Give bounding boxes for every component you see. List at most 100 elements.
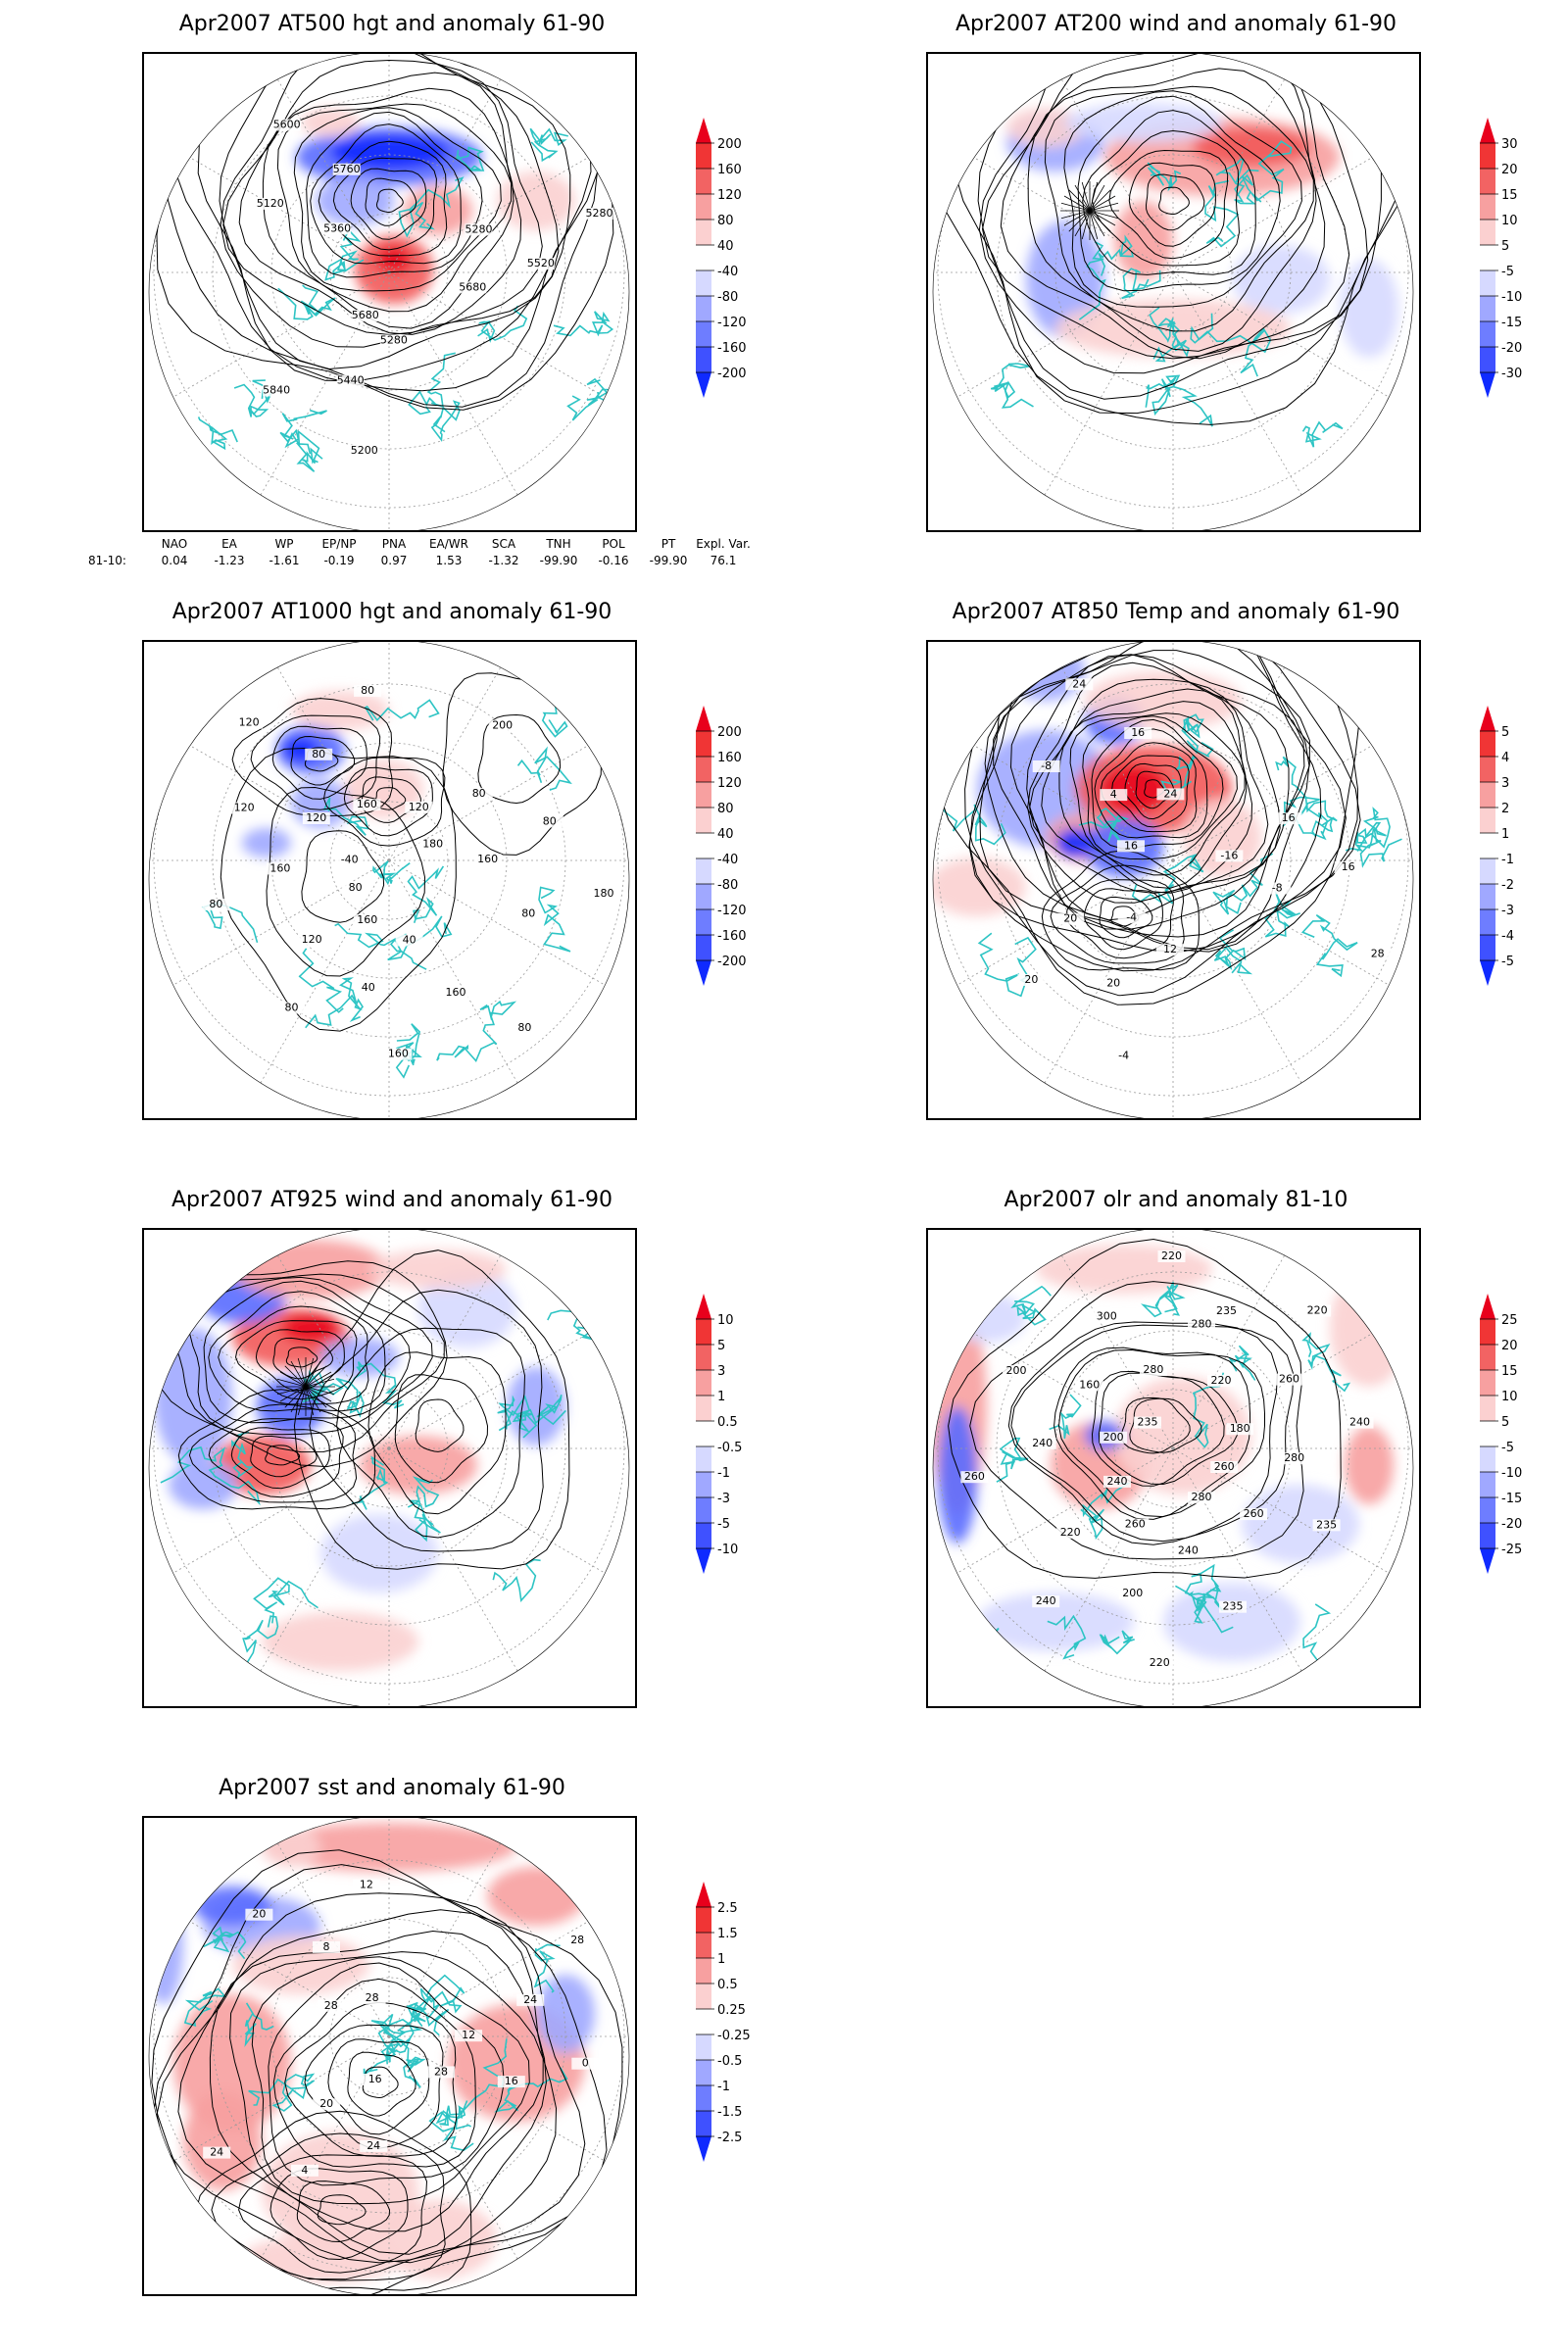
contour-label-bg: [230, 802, 259, 814]
contour-label: -4: [1126, 910, 1137, 923]
contour-label-bg: [1275, 1373, 1303, 1386]
contour-label: 20: [1063, 912, 1077, 925]
colorbar-label: -15: [1501, 1492, 1522, 1506]
contour-label-bg: [1274, 812, 1302, 825]
contour-label: 220: [1161, 1250, 1182, 1262]
colorbar-label: 1: [717, 1390, 725, 1404]
panel-title: Apr2007 AT850 Temp and anomaly 61-90: [952, 600, 1400, 624]
colorbar-segment: [696, 757, 711, 782]
contour-label: 5280: [586, 207, 613, 220]
contour-label: 280: [1192, 1317, 1212, 1330]
contour-label: 200: [1122, 1587, 1143, 1599]
anomaly-region: [1006, 108, 1085, 147]
contour-label-group: 16 12 16 -8 -4 -16 4 20 16 24 -4 -8 16 20 28 24 20: [1017, 677, 1392, 1062]
contour-label-bg: [266, 862, 294, 875]
anomaly-region: [330, 134, 448, 170]
contour-label-bg: [277, 1002, 306, 1014]
colorbar-label: -120: [717, 316, 747, 330]
contour-label-bg: [1312, 1519, 1341, 1532]
colorbar-label: 5: [1501, 1415, 1509, 1430]
contour-label-bg: [1032, 1595, 1060, 1608]
colorbar-segment: [696, 782, 711, 808]
colorbar-label: 4: [1501, 751, 1509, 765]
contour-label: 220: [1060, 1526, 1081, 1539]
contour-label-bg: [1207, 1374, 1235, 1387]
contour-label: 180: [1230, 1422, 1250, 1435]
contour-label: 180: [422, 838, 443, 851]
colorbar-label: 5: [717, 1339, 725, 1353]
contour-label-group: 28 28 24 24 20 16 12 8 4 0 28 20 16 12 24 28: [203, 1879, 600, 2177]
contour-label: 235: [1316, 1518, 1337, 1531]
contour-label: 5680: [352, 309, 379, 321]
contour-label-bg: [1032, 760, 1060, 772]
colorbar-label: 40: [717, 827, 734, 842]
panel-at500-hgt: Apr2007 AT500 hgt and anomaly 61-90 5280…: [0, 0, 784, 588]
contour-label-bg: [1280, 1452, 1308, 1465]
colorbar-arrow-top: [1480, 706, 1495, 731]
contour-label-group: 80 80 120 160 160 200 -40 40 80 120 160 180 120 40 80 1…: [202, 684, 617, 1060]
panel-at200-wind: Apr2007 AT200 wind and anomaly 61-90 30 2…: [784, 0, 1568, 588]
index-value: 0.04: [161, 554, 188, 567]
contour-label-bg: [302, 812, 330, 824]
colorbar-segment: [1480, 169, 1495, 194]
contour-label-bg: [1103, 1475, 1131, 1488]
colorbar-label: -2.5: [717, 2131, 742, 2145]
colorbar-label: 40: [717, 239, 734, 254]
contour-label: 40: [403, 934, 416, 947]
contour-label: 260: [1279, 1373, 1299, 1386]
contour-label-bg: [526, 258, 555, 270]
contour-label-bg: [1146, 1657, 1174, 1670]
colorbar-segment: [696, 2034, 711, 2060]
colorbar-segment: [1480, 731, 1495, 757]
colorbar-label: 20: [1501, 163, 1518, 177]
colorbar-arrow-top: [696, 1294, 711, 1319]
polar-map: 5280 5280 5120 5200 5280 5360 5440 5520 5600 5680…: [142, 52, 637, 532]
contour-label-bg: [1157, 1250, 1186, 1262]
colorbar-arrow-bottom: [696, 1548, 711, 1574]
colorbar-segment: [1480, 347, 1495, 372]
contour-label: 80: [361, 684, 374, 697]
contour-label: 28: [434, 2065, 448, 2078]
colorbar-segment: [696, 220, 711, 245]
index-header: PNA: [381, 537, 407, 551]
contour-label-bg: [341, 881, 369, 894]
colorbar-label: -30: [1501, 367, 1522, 381]
map-edge: [932, 54, 1414, 530]
colorbar-label: 5: [1501, 725, 1509, 740]
colorbar-segment: [1480, 321, 1495, 347]
contour-label: 24: [210, 2146, 223, 2159]
contour-label: 16: [505, 2075, 518, 2087]
contour-label: 160: [446, 986, 466, 999]
colorbar-arrow-bottom: [1480, 960, 1495, 986]
contour-label: 16: [1131, 726, 1145, 739]
colorbar-segment: [696, 808, 711, 833]
colorbar-arrow-top: [1480, 1294, 1495, 1319]
contour-label: 160: [388, 1048, 409, 1060]
colorbar-svg: 5 4 3 2 1 -1 -2 -3 -4 -5: [1480, 706, 1514, 986]
contour-label-bg: [352, 1879, 380, 1891]
contour-label-bg: [298, 933, 326, 946]
colorbar-segment: [696, 1446, 711, 1472]
coastlines: [990, 140, 1344, 448]
colorbar-arrow-top: [696, 1882, 711, 1907]
map-svg: 235 260 280 220 240 235 220 200 240 260 200 220 180 1…: [932, 1230, 1414, 1706]
anomaly-region: [320, 1338, 399, 1377]
contour-label-bg: [497, 2076, 525, 2088]
contour-label: -40: [341, 853, 359, 865]
colorbar-label: 30: [1501, 137, 1518, 152]
map-edge: [148, 54, 630, 530]
contour-label-bg: [514, 907, 543, 920]
contour-label: 240: [1032, 1437, 1053, 1449]
contour-label-bg: [379, 334, 408, 347]
contour-label: 5440: [337, 374, 365, 387]
colorbar-arrow-bottom: [1480, 372, 1495, 398]
colorbar-label: -1: [1501, 853, 1514, 867]
colorbar-svg: 25 20 15 10 5 -5 -10 -15 -20 -25: [1480, 1294, 1522, 1574]
contour-label: 200: [1006, 1364, 1027, 1377]
coastlines: [933, 713, 1402, 998]
map-disc: [149, 1230, 629, 1706]
contour-label-bg: [360, 2139, 388, 2152]
contour-label: 5120: [257, 197, 284, 210]
map-disc: [933, 54, 1413, 530]
colorbar-label: -1: [717, 1466, 730, 1481]
